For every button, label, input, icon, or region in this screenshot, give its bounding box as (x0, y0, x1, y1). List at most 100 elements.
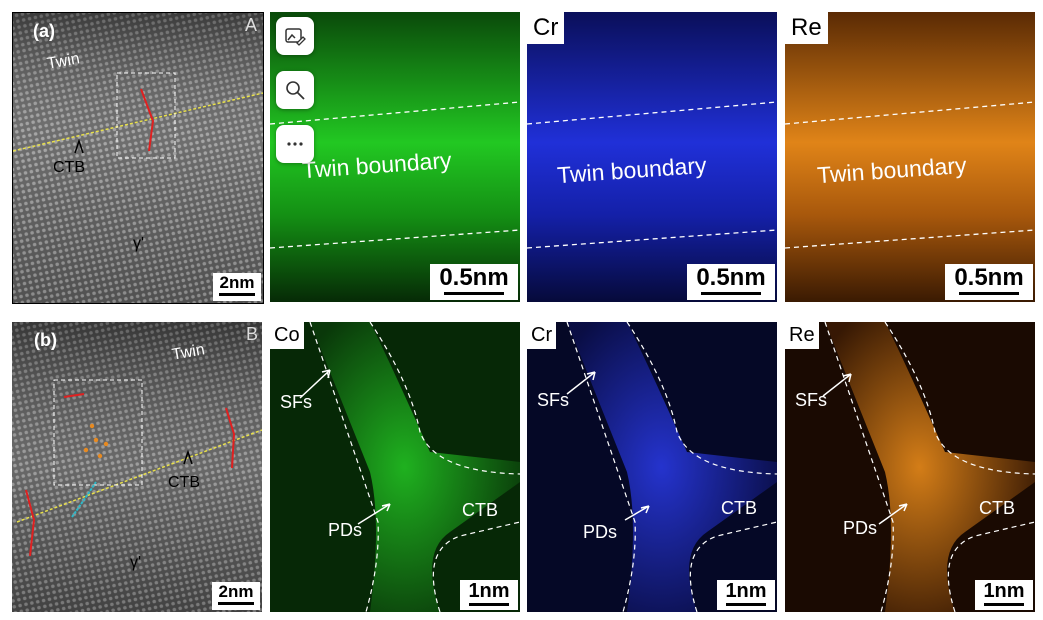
segregation-band (825, 322, 1035, 612)
gamma-label-a: γ' (133, 235, 145, 252)
image-edit-button[interactable] (276, 17, 314, 55)
segregation-band (310, 322, 520, 612)
scale-bar-a2: 0.5nm (687, 264, 775, 300)
sfs-arrow (299, 369, 331, 399)
boundary-line-bottom (785, 229, 1035, 249)
element-tag-b3: Re (785, 322, 819, 349)
corner-letter-a: A (244, 15, 257, 35)
stem-image-a: (a) A Twin CTB γ' 2nm (12, 12, 264, 304)
pds-arrow (624, 505, 650, 521)
map-b-green-bg (270, 322, 520, 612)
sfs-label-b1: SFs (280, 392, 313, 412)
pds-label-b1: PDs (328, 520, 363, 540)
sf-line-right (884, 322, 1035, 475)
scale-bar-a3: 0.5nm (945, 264, 1033, 300)
scale-bar-a-stem: 2nm (213, 273, 261, 301)
scale-bar-line (219, 293, 255, 296)
stem-image-a-bg (13, 13, 263, 303)
orange-dot (97, 453, 103, 459)
element-tag-b2: Cr (527, 322, 557, 349)
orange-dot (83, 447, 89, 453)
stem-image-b-bg (12, 322, 262, 612)
orange-dot (89, 423, 95, 429)
map-b-green: Co SFs PDs CTB 1nm (270, 322, 520, 612)
scale-label-a3: 0.5nm (954, 264, 1024, 291)
more-icon (287, 142, 303, 146)
sf-line-left (824, 322, 894, 612)
scale-bar-line (469, 603, 509, 606)
ctb-label-b2: CTB (721, 498, 757, 518)
boundary-line-top (785, 101, 1035, 125)
ctb-line-b (16, 429, 262, 523)
image-edit-icon (285, 28, 306, 46)
stem-image-b: (b) B Twin CTB γ' 2nm (12, 322, 262, 612)
element-tag-a2: Cr (527, 12, 565, 44)
sfs-arrow (566, 371, 596, 395)
panel-label-a: (a) (33, 21, 55, 41)
pds-label-b3: PDs (843, 518, 878, 538)
sf-line-right (626, 322, 777, 475)
scale-bar-line (444, 292, 504, 295)
more-button[interactable] (276, 125, 314, 163)
orange-dot (93, 437, 99, 443)
ctb-label-b: CTB (168, 474, 200, 491)
ctb-arrow-b (183, 449, 193, 465)
map-a-blue: Cr Twin boundary 0.5nm (527, 12, 777, 302)
scale-label-b3: 1nm (983, 580, 1025, 602)
scale-bar-line (701, 292, 761, 295)
sf-line-right (369, 322, 520, 475)
roi-box-b (53, 379, 143, 486)
pds-arrow (878, 503, 908, 525)
sfs-label-b3: SFs (795, 390, 828, 410)
boundary-line-top (527, 101, 777, 125)
scale-bar-b-stem: 2nm (212, 582, 260, 610)
scale-bar-line (218, 602, 254, 605)
pds-label-b2: PDs (583, 522, 618, 542)
map-b-orange: Re SFs PDs CTB 1nm (785, 322, 1035, 612)
ctb-line-a (13, 92, 263, 152)
scale-label-a-stem: 2nm (219, 273, 255, 292)
boundary-line-top (270, 101, 520, 125)
panel-label-b: (b) (34, 330, 57, 350)
ctb-dashed (947, 521, 1035, 612)
gamma-label-b: γ' (130, 554, 142, 571)
search-button[interactable] (276, 71, 314, 109)
scale-label-b1: 1nm (468, 580, 510, 602)
ctb-label-b3: CTB (979, 498, 1015, 518)
ctb-dashed (432, 521, 520, 612)
scale-label-a2: 0.5nm (696, 264, 766, 291)
map-a-orange-bg (785, 12, 1035, 302)
map-b-blue: Cr SFs PDs CTB 1nm (527, 322, 777, 612)
twin-trace-b2 (25, 489, 36, 557)
map-b-orange-bg (785, 322, 1035, 612)
sf-line-left (309, 322, 379, 612)
ctb-dashed (689, 521, 777, 612)
scale-bar-b3: 1nm (975, 580, 1033, 610)
search-icon (286, 81, 305, 100)
scale-bar-line (984, 603, 1024, 606)
scale-bar-line (726, 603, 766, 606)
sfs-label-b2: SFs (537, 390, 570, 410)
boundary-line-bottom (527, 229, 777, 249)
element-tag-b1: Co (270, 322, 304, 349)
map-b-blue-bg (527, 322, 777, 612)
corner-letter-b: B (245, 324, 258, 344)
boundary-line-bottom (270, 229, 520, 249)
red-mark-b1 (63, 393, 85, 398)
scale-bar-b1: 1nm (460, 580, 518, 610)
sfs-arrow (822, 373, 852, 397)
segregation-band (567, 322, 777, 612)
scale-label-a1: 0.5nm (439, 264, 509, 291)
map-a-orange: Re Twin boundary 0.5nm (785, 12, 1035, 302)
map-a-blue-bg (527, 12, 777, 302)
ctb-label-b1: CTB (462, 500, 498, 520)
element-tag-a3: Re (785, 12, 828, 44)
scale-label-b2: 1nm (725, 580, 767, 602)
orange-dot (103, 441, 109, 447)
cyan-trace-b (71, 481, 97, 518)
twin-trace-a (140, 88, 155, 152)
pds-arrow (357, 503, 391, 525)
twin-trace-b1 (225, 407, 236, 469)
scale-bar-a1: 0.5nm (430, 264, 518, 300)
scale-bar-line (959, 292, 1019, 295)
